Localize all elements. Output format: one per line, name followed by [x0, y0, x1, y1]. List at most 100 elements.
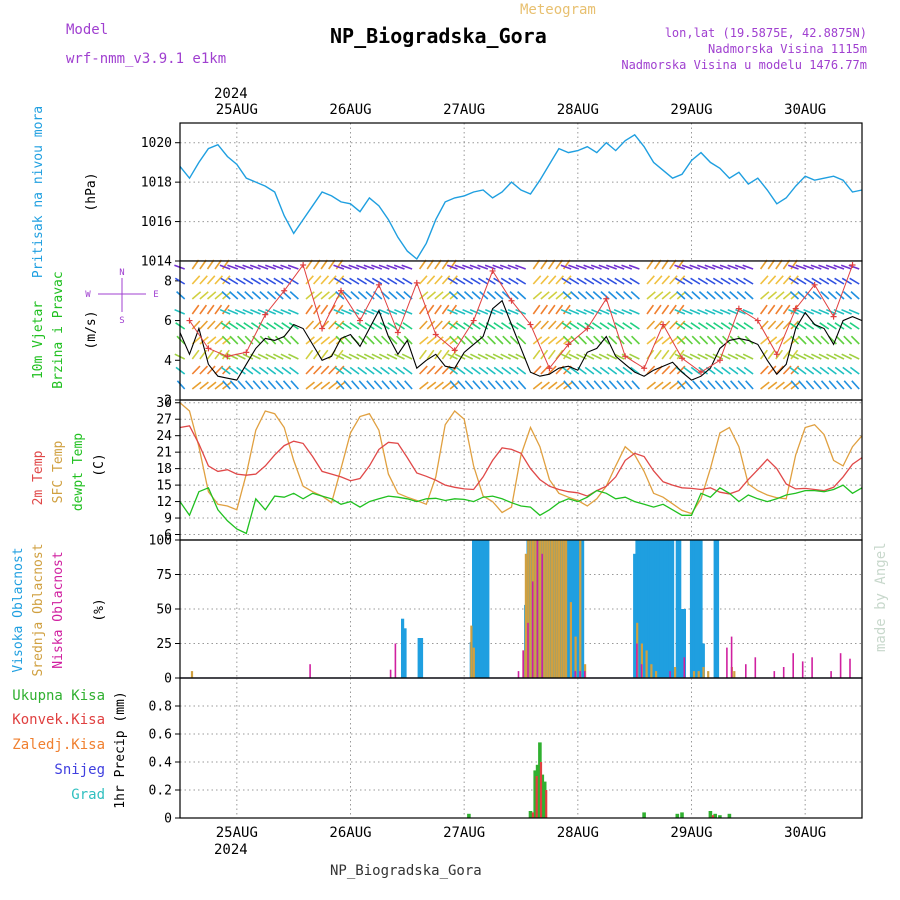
cloud-high-bar [713, 540, 717, 678]
cloud-high-bar [694, 540, 698, 678]
wind-arrow [448, 366, 458, 375]
wind-arrow [214, 336, 225, 345]
wind-arrow [720, 277, 731, 285]
wind-arrow [426, 320, 436, 330]
bottom-date-label: 29AUG [670, 825, 712, 841]
bottom-date-label: 30AUG [784, 825, 826, 841]
wind-arrow [569, 322, 580, 330]
wind-arrow [713, 366, 724, 375]
wind-arrow [689, 264, 701, 270]
cloud-low-bar [745, 664, 747, 678]
cloud-high-bar [573, 540, 578, 678]
y-tick-label: 0.6 [149, 728, 172, 743]
wind-arrow [335, 365, 345, 375]
wind-arrow [371, 277, 383, 285]
wind-arrow [797, 335, 807, 345]
wind-arrow [735, 353, 746, 360]
wind-arrow [258, 366, 269, 375]
wind-arrow [782, 304, 791, 315]
wind-arrow [517, 291, 527, 300]
wind-arrow [788, 353, 799, 360]
wind-arrow [243, 322, 254, 330]
wind-arrow [734, 264, 746, 270]
wind-arrow [684, 380, 693, 390]
wind-arrow [357, 291, 368, 300]
top-date-label: 28AUG [557, 102, 599, 118]
wind-arrow [621, 264, 633, 270]
wind-arrow [532, 365, 542, 375]
cloud-high-bar [640, 540, 644, 678]
wind-arrow [598, 264, 610, 270]
wind-arrow [227, 277, 239, 285]
bottom-date-label: 28AUG [557, 825, 599, 841]
wind-arrow [418, 349, 427, 360]
cloud-low-bar [584, 671, 586, 678]
cloud-low-bar [669, 671, 671, 678]
wind-arrow [614, 277, 625, 285]
wind-arrow [234, 264, 246, 270]
wind-arrow [290, 335, 299, 345]
wind-arrow [653, 349, 662, 360]
wind-arrow [434, 336, 444, 345]
wind-arrow [789, 291, 800, 300]
y-tick-label: 0.2 [149, 784, 172, 799]
cloud-high-bar [483, 540, 488, 678]
wind-arrow [335, 320, 345, 330]
wind-arrow [501, 366, 512, 375]
wind-arrow [583, 264, 595, 270]
wind-gust-marker [375, 281, 382, 288]
wind-arrow [851, 380, 860, 390]
wind-arrow [590, 264, 602, 270]
wind-arrow [804, 291, 815, 300]
wind-arrow [447, 277, 458, 285]
cloud-mid-bar [562, 540, 565, 678]
wind-arrow [767, 349, 776, 360]
wind-arrow [434, 320, 443, 330]
wind-arrow [547, 336, 558, 345]
meteogram-label: Meteogram [520, 2, 596, 18]
wind-gust-marker [811, 281, 818, 288]
wind-arrow [547, 304, 556, 315]
wind-arrow [842, 366, 853, 375]
wind-arrow [227, 264, 239, 270]
wind-title-line2: Brzina i Pravac [51, 271, 66, 388]
precip-total-bar [727, 813, 732, 818]
wind-arrow [743, 322, 754, 330]
cloud-low-bar [726, 647, 728, 678]
wind-arrow [419, 336, 429, 345]
wind-arrow [348, 264, 360, 270]
wind-arrow [494, 291, 504, 300]
wind-arrow [735, 322, 746, 330]
y-tick-label: 0.8 [149, 700, 172, 715]
cloud-high-bar [661, 540, 665, 678]
wind-arrow [705, 277, 716, 285]
wind-arrow [690, 322, 701, 330]
wind-arrow [484, 308, 496, 315]
wind-arrow [478, 366, 489, 375]
y-tick-label: 27 [156, 413, 172, 428]
wind-arrow [591, 277, 602, 285]
wind-arrow [288, 277, 299, 285]
wind-arrow [674, 277, 686, 285]
wind-arrow [834, 277, 845, 285]
wind-arrow [206, 320, 216, 330]
wind-arrow [819, 322, 830, 330]
wind-arrow [371, 353, 383, 360]
wind-arrow [631, 335, 640, 345]
wind-arrow [615, 291, 625, 300]
cloud-high-bar [671, 540, 675, 678]
wind-arrow [349, 366, 360, 375]
legend-snijeg: Snijeg [54, 762, 105, 778]
wind-arrow [661, 365, 671, 375]
wind-arrow [547, 365, 557, 375]
wind-arrow [471, 335, 481, 345]
cloud-mid-bar [707, 671, 710, 678]
wind-arrow [288, 322, 299, 330]
wind-arrow [811, 353, 822, 360]
wind-arrow [379, 353, 390, 360]
wind-arrow [485, 353, 496, 360]
wind-arrow [676, 380, 686, 390]
wind-arrow [515, 353, 527, 360]
wind-arrow [576, 277, 587, 285]
wind-arrow [379, 277, 390, 285]
